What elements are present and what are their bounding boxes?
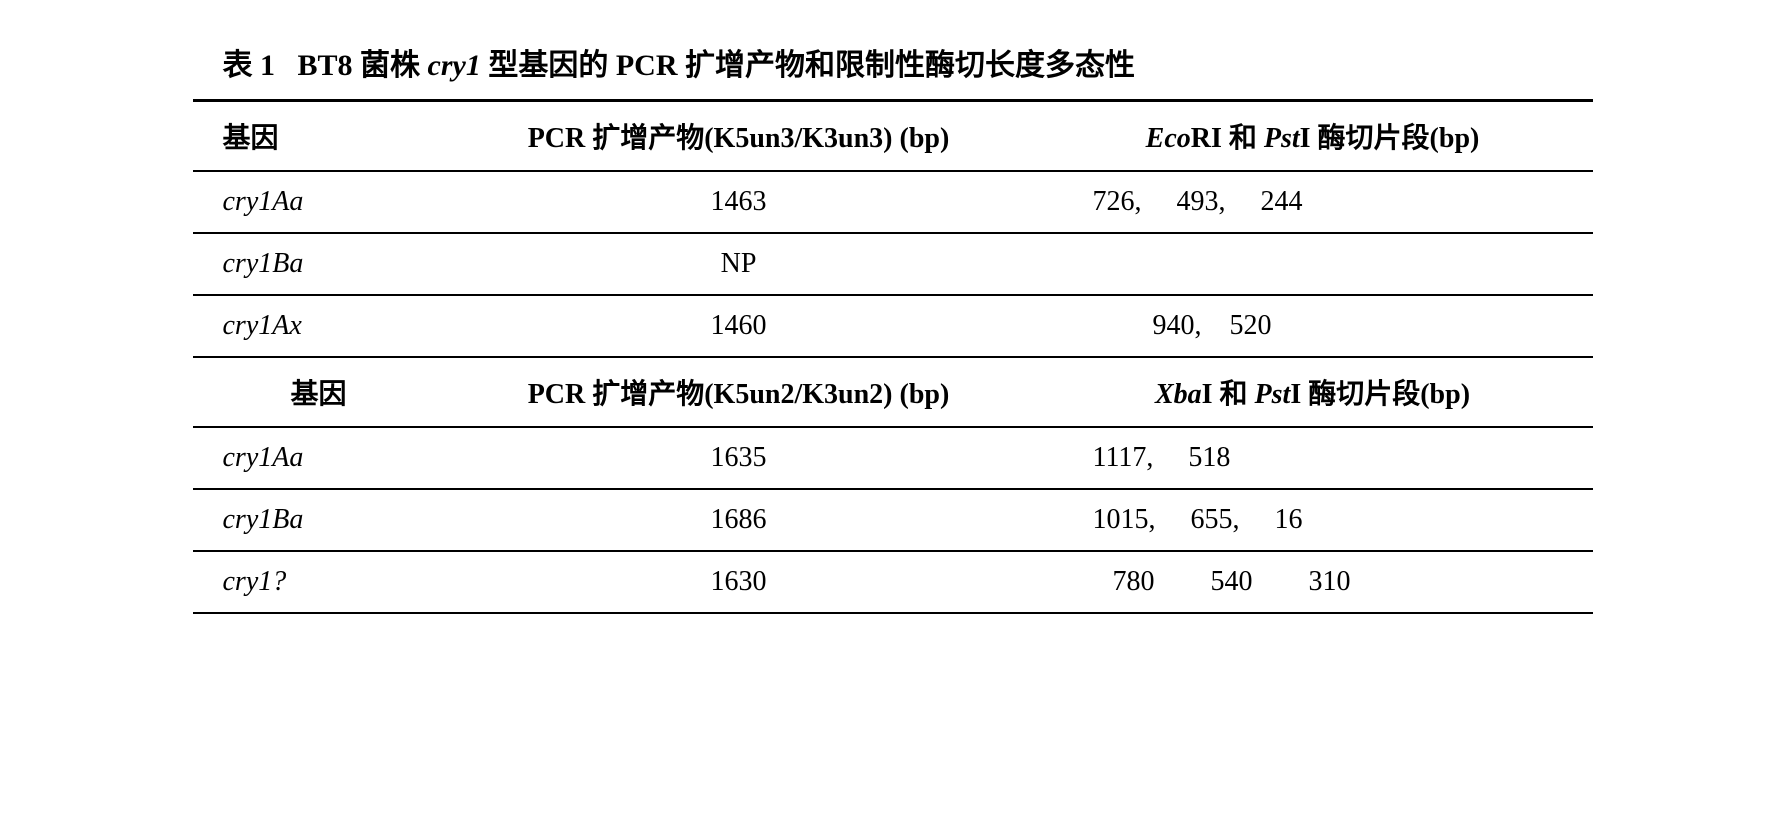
title-gene-italic: cry1 xyxy=(428,49,481,82)
table-row: cry1Aa 1635 1117, 518 xyxy=(193,427,1593,489)
frag-suffix-2: I 酶切片段(bp) xyxy=(1290,379,1470,410)
header-gene-2: 基因 xyxy=(193,357,445,427)
gene-cell: cry1Ba xyxy=(193,489,445,551)
table-row: cry1Ba NP xyxy=(193,233,1593,295)
frag-mid-italic-1: Pst xyxy=(1264,123,1300,154)
frag-prefix-italic-2: Xba xyxy=(1155,379,1202,410)
header-gene-1: 基因 xyxy=(193,101,445,172)
table-title: 表 1 BT8 菌株 cry1 型基因的 PCR 扩增产物和限制性酶切长度多态性 xyxy=(193,40,1593,84)
table-header-1: 基因 PCR 扩增产物(K5un3/K3un3) (bp) EcoRI 和 Ps… xyxy=(193,101,1593,172)
gene-cell: cry1Aa xyxy=(193,171,445,233)
table-container: 表 1 BT8 菌株 cry1 型基因的 PCR 扩增产物和限制性酶切长度多态性… xyxy=(193,40,1593,614)
gene-cell: cry1? xyxy=(193,551,445,613)
data-table: 基因 PCR 扩增产物(K5un3/K3un3) (bp) EcoRI 和 Ps… xyxy=(193,99,1593,614)
gene-cell: cry1Ax xyxy=(193,295,445,357)
frag-cell: 1015, 655, 16 xyxy=(1033,489,1593,551)
header-frag-1: EcoRI 和 PstI 酶切片段(bp) xyxy=(1033,101,1593,172)
frag-suffix-1: I 酶切片段(bp) xyxy=(1300,123,1480,154)
frag-mid1-2: I 和 xyxy=(1202,379,1255,410)
header-pcr-2: PCR 扩增产物(K5un2/K3un2) (bp) xyxy=(445,357,1033,427)
title-suffix: 型基因的 PCR 扩增产物和限制性酶切长度多态性 xyxy=(488,49,1135,82)
table-header-2: 基因 PCR 扩增产物(K5un2/K3un2) (bp) XbaI 和 Pst… xyxy=(193,357,1593,427)
frag-cell xyxy=(1033,233,1593,295)
frag-cell: 780 540 310 xyxy=(1033,551,1593,613)
title-strain: BT8 菌株 xyxy=(298,49,421,82)
header-frag-2: XbaI 和 PstI 酶切片段(bp) xyxy=(1033,357,1593,427)
table-row: cry1Ax 1460 940, 520 xyxy=(193,295,1593,357)
pcr-cell: 1635 xyxy=(445,427,1033,489)
title-prefix: 表 1 xyxy=(223,49,276,82)
frag-cell: 940, 520 xyxy=(1033,295,1593,357)
table-row: cry1Ba 1686 1015, 655, 16 xyxy=(193,489,1593,551)
pcr-cell: 1460 xyxy=(445,295,1033,357)
table-row: cry1? 1630 780 540 310 xyxy=(193,551,1593,613)
frag-mid-italic-2: Pst xyxy=(1255,379,1291,410)
frag-cell: 726, 493, 244 xyxy=(1033,171,1593,233)
header-pcr-1: PCR 扩增产物(K5un3/K3un3) (bp) xyxy=(445,101,1033,172)
table-row: cry1Aa 1463 726, 493, 244 xyxy=(193,171,1593,233)
pcr-cell: NP xyxy=(445,233,1033,295)
frag-prefix-italic-1: Eco xyxy=(1146,123,1191,154)
frag-mid1-1: RI 和 xyxy=(1191,123,1264,154)
frag-cell: 1117, 518 xyxy=(1033,427,1593,489)
gene-cell: cry1Ba xyxy=(193,233,445,295)
pcr-cell: 1630 xyxy=(445,551,1033,613)
pcr-cell: 1463 xyxy=(445,171,1033,233)
gene-cell: cry1Aa xyxy=(193,427,445,489)
pcr-cell: 1686 xyxy=(445,489,1033,551)
